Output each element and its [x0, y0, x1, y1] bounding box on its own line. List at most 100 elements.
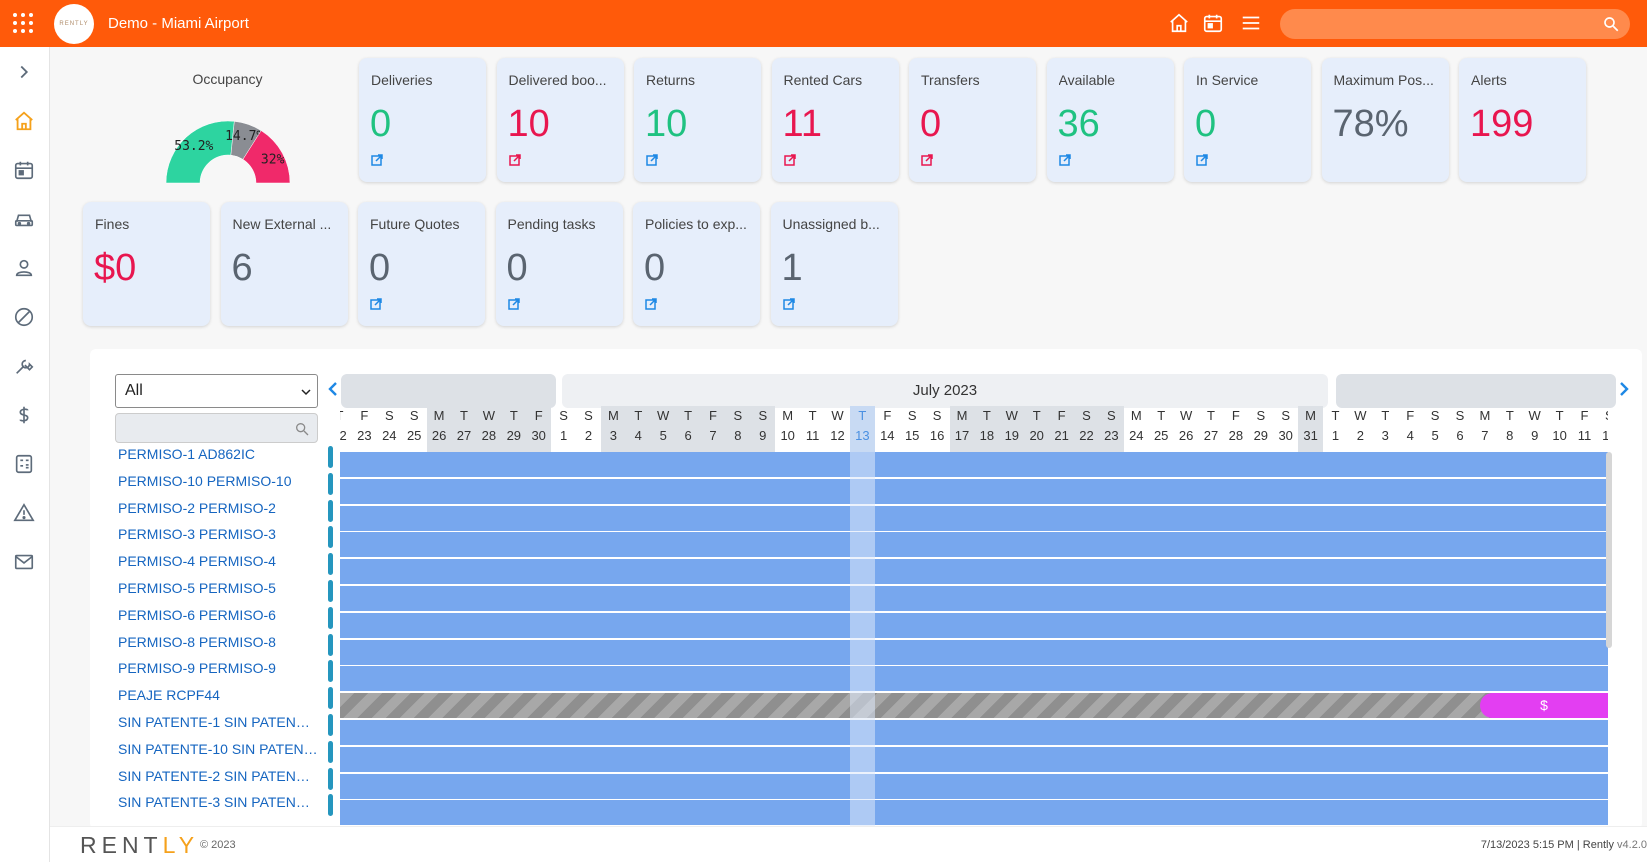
open-external-icon[interactable] — [1058, 154, 1071, 166]
vehicle-row-label[interactable]: SIN PATENTE-1 SIN PATENTE-1 — [118, 714, 318, 730]
month-bar-current[interactable] — [562, 374, 1328, 408]
open-external-icon[interactable] — [783, 154, 796, 166]
open-external-icon[interactable] — [646, 154, 658, 166]
vehicle-lane[interactable] — [340, 720, 1608, 745]
stat-card[interactable]: Delivered boo... 10 — [496, 58, 624, 182]
calendar-day-letter: T — [1157, 408, 1166, 423]
open-external-icon[interactable] — [371, 154, 383, 166]
calendar-next-arrow-icon[interactable] — [1617, 380, 1631, 398]
vehicle-lane[interactable] — [340, 559, 1608, 585]
open-external-icon[interactable] — [507, 298, 520, 310]
vehicle-row-label[interactable]: PERMISO-10 PERMISO-10 — [118, 472, 292, 489]
vehicle-row-label[interactable]: PERMISO-3 PERMISO-3 — [118, 526, 276, 543]
stat-card[interactable]: Unassigned b... 1 — [770, 202, 898, 326]
calendar-scrollbar[interactable] — [1606, 452, 1612, 648]
vehicle-lane[interactable] — [340, 693, 1608, 719]
stat-card-label: Returns — [646, 72, 696, 88]
vehicle-lane[interactable] — [340, 505, 1608, 531]
stat-card[interactable]: Pending tasks 0 — [495, 202, 623, 326]
vehicle-lane[interactable] — [340, 639, 1608, 665]
calendar-day-number: 4 — [634, 428, 642, 443]
chevron-right-icon[interactable] — [13, 61, 35, 83]
stat-card[interactable]: Maximum Pos... 78% — [1321, 58, 1449, 182]
stat-card[interactable]: Policies to exp... 0 — [633, 202, 760, 326]
alert-icon[interactable] — [13, 502, 35, 524]
calendar-day-letter: F — [709, 408, 717, 423]
vehicle-lane[interactable] — [340, 532, 1608, 558]
vehicle-lane[interactable] — [340, 612, 1608, 638]
calendar-day-letter: T — [634, 408, 643, 423]
vehicle-row-label[interactable]: PERMISO-4 PERMISO-4 — [118, 553, 276, 570]
person-icon[interactable] — [13, 257, 35, 279]
home-icon[interactable] — [1168, 12, 1190, 34]
stat-card[interactable]: Future Quotes 0 — [358, 202, 485, 326]
vehicle-row-label[interactable]: PERMISO-1 AD862IC — [118, 446, 255, 462]
stat-card[interactable]: Deliveries 0 — [359, 58, 486, 182]
calendar-day: S 29 — [1248, 406, 1273, 452]
vehicle-search-input[interactable] — [115, 413, 318, 443]
month-bar-next[interactable] — [1336, 374, 1616, 408]
vehicle-lane[interactable] — [340, 452, 1608, 477]
stat-card[interactable]: New External ... 6 — [220, 202, 348, 326]
home-icon[interactable] — [13, 110, 35, 132]
occupancy-segment[interactable] — [242, 130, 291, 184]
calendar-icon[interactable] — [13, 159, 35, 181]
vehicle-lane[interactable] — [340, 800, 1608, 826]
vehicle-lane[interactable] — [340, 773, 1608, 799]
wrench-icon[interactable] — [13, 355, 35, 377]
search-icon[interactable] — [1602, 15, 1620, 33]
search-icon — [296, 423, 309, 436]
dollar-icon[interactable] — [13, 404, 35, 426]
stat-card[interactable]: In Service 0 — [1184, 58, 1311, 182]
vehicle-lane[interactable] — [340, 746, 1608, 772]
calendar-day-number: 11 — [1577, 428, 1592, 443]
global-search-input[interactable] — [1294, 9, 1594, 39]
stat-card[interactable]: Alerts 199 — [1459, 58, 1586, 182]
stat-card[interactable]: Available 36 — [1046, 58, 1174, 182]
vehicle-row-label[interactable]: SIN PATENTE-2 SIN PATENTE-2 — [118, 767, 318, 784]
hamburger-menu-icon[interactable] — [1240, 12, 1262, 34]
vehicle-row-label[interactable]: SIN PATENTE-10 SIN PATENTE-10 — [118, 740, 318, 757]
mail-icon[interactable] — [13, 551, 35, 573]
stat-card[interactable]: Transfers 0 — [909, 58, 1036, 182]
calendar-day-letter: S — [584, 408, 593, 423]
open-external-icon[interactable] — [782, 298, 795, 310]
vehicle-row-label[interactable]: PEAJE RCPF44 — [118, 687, 220, 704]
block-icon[interactable] — [13, 306, 35, 328]
vehicle-row-label[interactable]: PERMISO-9 PERMISO-9 — [118, 660, 276, 677]
vehicle-row-label[interactable]: PERMISO-2 PERMISO-2 — [118, 499, 276, 516]
category-filter-select[interactable]: All — [115, 374, 318, 408]
open-external-icon[interactable] — [1196, 154, 1208, 166]
stat-card[interactable]: Fines $0 — [83, 202, 210, 326]
calendar-prev-arrow-icon[interactable] — [326, 380, 340, 398]
calendar-icon[interactable] — [1202, 12, 1224, 34]
vehicle-row-label[interactable]: PERMISO-8 PERMISO-8 — [118, 633, 276, 650]
vehicle-row-label[interactable]: SIN PATENTE-3 SIN PATENTE-3 — [118, 794, 318, 811]
vehicle-lane[interactable] — [340, 586, 1608, 611]
vehicle-row-label[interactable]: PERMISO-6 PERMISO-6 — [118, 606, 276, 623]
calendar-day-letter: S — [758, 408, 768, 423]
stat-card-label: Unassigned b... — [782, 216, 880, 232]
car-icon[interactable] — [13, 208, 35, 230]
vehicle-lane[interactable] — [340, 478, 1608, 504]
calendar-day: F 30 — [526, 406, 552, 452]
apps-grid-icon[interactable] — [13, 13, 33, 33]
open-external-icon[interactable] — [508, 154, 521, 166]
open-external-icon[interactable] — [921, 154, 933, 166]
booking-pill[interactable]: $ — [1480, 693, 1608, 719]
stat-card-label: Transfers — [921, 72, 980, 88]
vehicle-lane[interactable] — [340, 666, 1608, 692]
open-external-icon[interactable] — [370, 298, 382, 310]
occupancy-segment[interactable] — [165, 120, 235, 184]
calendar-day-letter: S — [384, 408, 394, 423]
calendar-day-number: 26 — [431, 428, 447, 443]
stat-card[interactable]: Returns 10 — [634, 58, 761, 182]
calendar-day-number: 6 — [1456, 428, 1464, 443]
calendar-day-letter: M — [607, 408, 619, 423]
month-bar-prev[interactable] — [341, 374, 556, 408]
stat-card[interactable]: Rented Cars 11 — [771, 58, 899, 182]
calculator-icon[interactable] — [13, 453, 35, 475]
vehicle-row-label[interactable]: PERMISO-5 PERMISO-5 — [118, 580, 276, 596]
open-external-icon[interactable] — [645, 298, 657, 310]
global-search[interactable] — [1280, 9, 1630, 39]
